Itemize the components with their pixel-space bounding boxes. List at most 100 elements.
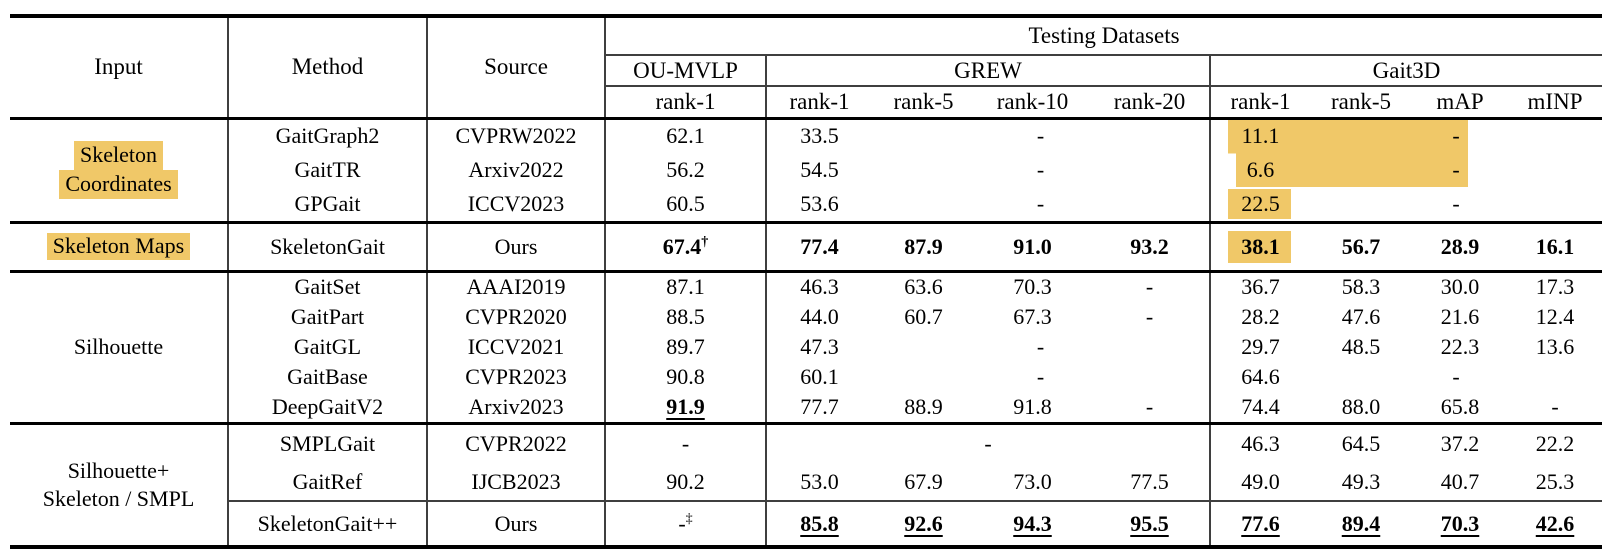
value-cell: 47.3 bbox=[765, 332, 872, 362]
metric-header: rank-1 bbox=[765, 86, 872, 118]
value-cell: 22.2 bbox=[1508, 421, 1603, 463]
value-cell: 22.3 bbox=[1440, 334, 1480, 359]
dataset-header-ou-mvlp: OU-MVLP bbox=[604, 55, 766, 87]
value-cell: 67.9 bbox=[904, 468, 943, 494]
method-cell: GPGait bbox=[227, 187, 427, 222]
value-cell: 63.6 bbox=[872, 269, 975, 302]
value-cell: 25.3 bbox=[1535, 468, 1575, 494]
value-cell: 90.8 bbox=[604, 362, 766, 392]
value-cell: 47.6 bbox=[1341, 304, 1381, 329]
value-cell: 88.0 bbox=[1341, 393, 1381, 419]
value-cell: 90.2 bbox=[604, 463, 766, 501]
value-cell: 40.7 bbox=[1440, 468, 1480, 494]
metric-header: rank-1 bbox=[604, 86, 766, 118]
method-cell: GaitBase bbox=[227, 362, 427, 392]
value-cell: 70.3 bbox=[1412, 500, 1508, 549]
value-cell: 88.9 bbox=[904, 393, 943, 419]
header-row-datasets: OU-MVLP GREW Gait3D bbox=[10, 55, 1603, 87]
value-cell: 13.6 bbox=[1535, 334, 1575, 359]
method-cell: SkeletonGait++ bbox=[227, 500, 427, 549]
row-gaitset: Silhouette GaitSet AAAI2019 87.1 46.3 63… bbox=[10, 269, 1603, 423]
source-cell: ICCV2021 bbox=[426, 332, 605, 362]
value-cell: 92.6 bbox=[872, 500, 975, 549]
source-cell: IJCB2023 bbox=[426, 463, 605, 501]
method-cell: GaitRef bbox=[227, 463, 427, 501]
value-cell: 49.3 bbox=[1341, 468, 1381, 494]
value-cell: - bbox=[1036, 157, 1045, 182]
row-gaitpart: GaitPart CVPR2020 88.5 44.0 60.7 67.3 - … bbox=[10, 302, 1602, 332]
value-cell: 60.5 bbox=[604, 187, 766, 222]
value-cell: 85.8 bbox=[765, 500, 872, 549]
value-cell: 49.0 bbox=[1209, 463, 1310, 501]
value-cell: - bbox=[1090, 269, 1210, 302]
highlight-mark: Coordinates bbox=[59, 170, 178, 199]
value-cell: 60.7 bbox=[904, 304, 943, 329]
value-cell: 56.7 bbox=[1310, 220, 1412, 271]
metric-header: mINP bbox=[1527, 88, 1583, 114]
value-cell: 87.1 bbox=[604, 269, 766, 302]
value-cell: 53.0 bbox=[765, 463, 872, 501]
value-cell: 91.0 bbox=[975, 220, 1090, 271]
value-cell: 56.2 bbox=[604, 153, 766, 187]
source-cell: Arxiv2022 bbox=[426, 153, 605, 187]
input-group-skeleton-maps: Skeleton Maps bbox=[10, 220, 228, 271]
value-cell: 42.6 bbox=[1508, 500, 1603, 549]
input-group-silhouette-plus: Silhouette+ Skeleton / SMPL bbox=[10, 421, 228, 549]
method-cell: GaitTR bbox=[227, 153, 427, 187]
input-group-silhouette: Silhouette bbox=[10, 269, 228, 423]
col-header-method: Method bbox=[227, 14, 427, 118]
row-gaitgraph2: Skeleton Coordinates GaitGraph2 CVPRW202… bbox=[10, 116, 1603, 222]
value-cell: 46.3 bbox=[765, 269, 872, 302]
value-cell: 77.6 bbox=[1209, 500, 1310, 549]
value-cell: - bbox=[1145, 393, 1154, 419]
value-cell: 44.0 bbox=[765, 302, 872, 332]
value-cell: - bbox=[1036, 334, 1045, 359]
metric-header: rank-20 bbox=[1113, 88, 1186, 114]
header-row-top: Input Method Source Testing Datasets bbox=[10, 14, 1603, 118]
method-cell: SMPLGait bbox=[227, 421, 427, 463]
source-cell: Ours bbox=[426, 220, 605, 271]
value-cell: 77.5 bbox=[1130, 468, 1169, 494]
value-cell: 33.5 bbox=[765, 116, 872, 153]
value-cell: 46.3 bbox=[1209, 421, 1310, 463]
value-cell: 89.4 bbox=[1310, 500, 1412, 549]
value-cell: 12.4 bbox=[1535, 304, 1575, 329]
value-cell: 67.3 bbox=[1013, 304, 1052, 329]
value-cell: 28.9 bbox=[1412, 220, 1508, 271]
method-cell: SkeletonGait bbox=[227, 220, 427, 271]
method-cell: DeepGaitV2 bbox=[227, 392, 427, 423]
input-group-skeleton-coordinates: Skeleton Coordinates bbox=[10, 116, 228, 222]
source-cell: Ours bbox=[426, 500, 605, 549]
value-cell: 60.1 bbox=[765, 362, 872, 392]
source-cell: CVPR2020 bbox=[426, 302, 605, 332]
header-testing-datasets: Testing Datasets bbox=[603, 14, 1603, 56]
dataset-header-grew: GREW bbox=[765, 55, 1210, 87]
value-cell: - bbox=[1452, 364, 1460, 389]
source-cell: Arxiv2023 bbox=[426, 392, 605, 423]
value-cell: 62.1 bbox=[604, 116, 766, 153]
value-cell: 36.7 bbox=[1209, 269, 1310, 302]
value-cell: 48.5 bbox=[1341, 334, 1381, 359]
value-cell: 93.2 bbox=[1090, 220, 1210, 271]
row-gaitgl: GaitGL ICCV2021 89.7 47.3 - 29.7 48.5 22… bbox=[10, 332, 1602, 362]
row-skeletongaitpp: SkeletonGait++ Ours -‡ 85.8 92.6 94.3 95… bbox=[10, 500, 1603, 549]
value-cell: 94.3 bbox=[975, 500, 1090, 549]
value-cell: 74.4 bbox=[1209, 392, 1310, 423]
value-cell: 38.1 bbox=[1209, 220, 1310, 271]
row-deepgaitv2: DeepGaitV2 Arxiv2023 91.9 77.7 88.9 91.8… bbox=[10, 392, 1602, 423]
value-cell: 16.1 bbox=[1508, 220, 1603, 271]
value-cell: - bbox=[765, 421, 1210, 463]
value-cell: 65.8 bbox=[1440, 393, 1480, 419]
value-cell: 91.9 bbox=[604, 392, 766, 423]
value-cell: - bbox=[604, 421, 766, 463]
value-cell: 28.2 bbox=[1209, 302, 1310, 332]
metric-header: rank-5 bbox=[893, 88, 954, 114]
value-cell: 22.5 bbox=[1209, 187, 1310, 222]
metric-header: mAP bbox=[1436, 88, 1484, 114]
metric-header: rank-1 bbox=[1209, 86, 1310, 118]
source-cell: AAAI2019 bbox=[426, 269, 605, 302]
dataset-header-gait3d: Gait3D bbox=[1208, 55, 1603, 87]
row-gaittr: GaitTR Arxiv2022 56.2 54.5 - 6.6 - bbox=[10, 153, 1602, 187]
metric-header: rank-5 bbox=[1330, 88, 1392, 114]
